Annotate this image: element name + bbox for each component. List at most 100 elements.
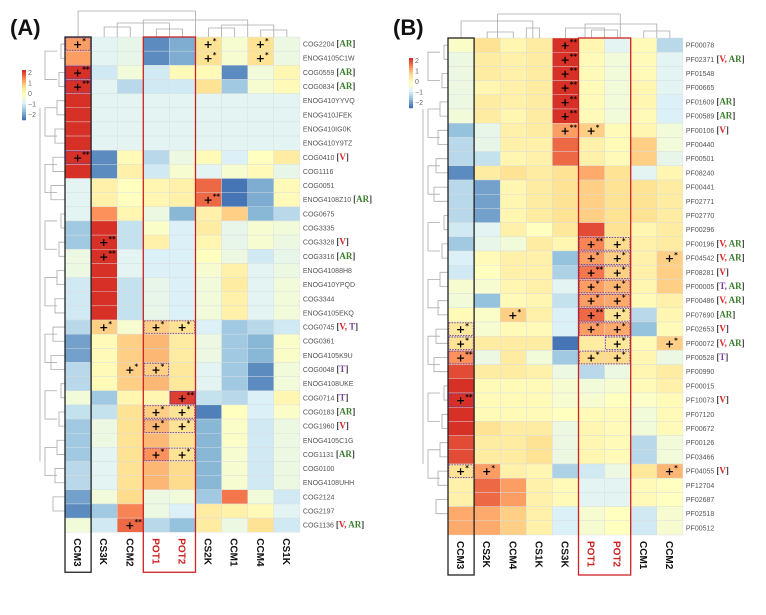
significance-stars: **: [108, 235, 116, 243]
dendrogram-branch: [427, 165, 440, 195]
heatmap-cell: [116, 390, 144, 406]
heatmap-cell: [526, 407, 553, 422]
significance-stars: *: [596, 123, 600, 131]
legend-tick-label: 0: [28, 91, 32, 98]
function-tag: ]: [742, 295, 745, 305]
legend-swatch: [409, 92, 413, 95]
column-label: POT2: [611, 541, 622, 568]
row-label: COG0183 [AR]: [303, 406, 356, 416]
function-tag-ar: AR: [339, 449, 352, 459]
heatmap-cell: [169, 517, 196, 533]
heatmap-cell: [195, 475, 222, 490]
heatmap-cell: [247, 475, 274, 490]
heatmap-cell: [221, 503, 248, 519]
heatmap-cell: [90, 206, 118, 222]
heatmap-cell: [656, 492, 684, 507]
heatmap-cell: [552, 321, 579, 337]
heatmap-cell: [116, 93, 144, 108]
heatmap-cell: [656, 407, 684, 422]
heatmap-cell: [90, 50, 118, 66]
heatmap-cell: [90, 220, 118, 236]
heatmap-cell: [221, 149, 248, 165]
heatmap-cell: [90, 390, 118, 406]
significance-stars: **: [570, 52, 578, 60]
heatmap-cell: [578, 179, 605, 195]
heatmap-cell: [116, 107, 144, 123]
function-tag-ar: AR: [719, 309, 732, 319]
heatmap-cell: [221, 65, 248, 80]
heatmap-cell: [195, 333, 222, 349]
significance-box: [448, 464, 474, 478]
heatmap-cell: [552, 364, 579, 380]
heatmap-cell: [578, 378, 605, 394]
heatmap-cell: [552, 421, 579, 436]
heatmap-cell: [64, 263, 92, 278]
dendrogram-branch: [44, 277, 57, 307]
legend-swatch: [409, 94, 413, 97]
heatmap-cell: [604, 492, 631, 507]
heatmap-cell: [473, 193, 501, 209]
heatmap-cell: [630, 435, 658, 451]
significance-box: [578, 350, 631, 365]
heatmap-cell: [90, 489, 118, 505]
dendrogram-branch: [441, 73, 448, 89]
function-tag-v: V: [339, 237, 346, 247]
heatmap-cell: [169, 291, 196, 307]
heatmap-cell: [169, 79, 196, 94]
legend-tick-label: −1: [28, 102, 36, 109]
significance-stars: *: [674, 251, 678, 259]
legend-swatch: [22, 98, 26, 101]
heatmap-cell: [500, 52, 527, 67]
dendrogram-branch: [56, 439, 65, 455]
heatmap-cell: [630, 463, 658, 479]
heatmap-cell: [247, 489, 274, 505]
heatmap-cell: [64, 333, 92, 349]
row-label: COG0559 [AR]: [303, 67, 356, 77]
legend-swatch: [22, 114, 26, 117]
function-tag: ]: [732, 309, 735, 319]
significance-stars: *: [622, 251, 626, 259]
heatmap-cell: [447, 94, 475, 110]
heatmap-cell: [169, 333, 196, 349]
heatmap-cell: [64, 234, 92, 250]
significance-box: [578, 279, 631, 294]
heatmap-cell: [247, 263, 274, 278]
heatmap-cell: [578, 208, 605, 223]
heatmap-cell: [116, 433, 144, 448]
heatmap-cell: [90, 461, 118, 476]
heatmap-cell: [447, 506, 475, 522]
heatmap-cell: [447, 364, 475, 380]
heatmap-cell: [552, 165, 579, 181]
heatmap-cell: [656, 265, 684, 280]
heatmap-cell: [630, 265, 658, 280]
heatmap-cell: [447, 478, 475, 493]
significance-stars: *: [187, 320, 191, 328]
function-tag-ar: AR: [729, 338, 742, 348]
heatmap-cell: [247, 206, 274, 222]
panel-a: (A) +* +* +*+* +*+**+**+**+**+**+**+* +* +*+*…: [10, 10, 372, 573]
heatmap-cell: [116, 249, 144, 264]
heatmap-cell: [195, 149, 222, 165]
legend-swatch: [409, 98, 413, 101]
heatmap-cell: [90, 333, 118, 349]
row-label: PF00990: [686, 369, 715, 376]
row-label: PF00015: [686, 383, 715, 390]
heatmap-cell: [169, 93, 196, 108]
heatmap-cell: [604, 37, 631, 53]
heatmap-cell: [526, 193, 553, 209]
heatmap-cell: [195, 93, 222, 108]
heatmap-cell: [500, 407, 527, 422]
function-tag-ar: AR: [339, 406, 352, 416]
significance-stars: *: [134, 363, 138, 371]
legend-swatch: [22, 86, 26, 89]
heatmap-cell: [578, 421, 605, 436]
significance-box: [448, 350, 474, 365]
heatmap-cell: [143, 461, 170, 476]
function-tag: [: [716, 324, 719, 334]
function-tag-t: T: [339, 392, 345, 402]
function-tag: ]: [742, 54, 745, 64]
heatmap-cell: [273, 149, 301, 165]
heatmap-cell: [447, 179, 475, 195]
heatmap-cell: [195, 107, 222, 123]
heatmap-cell: [656, 449, 684, 465]
